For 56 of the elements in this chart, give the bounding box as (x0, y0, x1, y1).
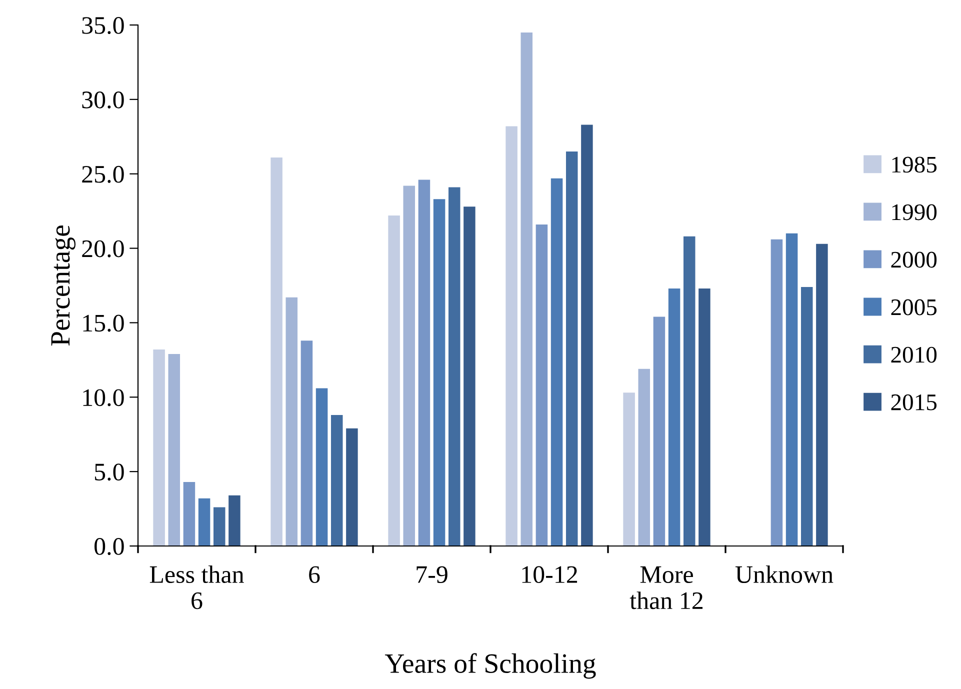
bar (286, 297, 298, 546)
bar (698, 288, 710, 546)
bar (228, 495, 240, 546)
x-tick-label: More than 12 (630, 566, 703, 610)
bar (770, 239, 783, 546)
y-tick-label: 5.0 (95, 464, 124, 481)
bar (418, 180, 430, 546)
legend-label: 1990 (892, 204, 937, 220)
bar (464, 206, 476, 546)
bar (153, 350, 165, 546)
bar (346, 428, 358, 546)
x-tick-label: 7-9 (416, 566, 448, 584)
bar (316, 388, 328, 546)
bar (520, 32, 533, 546)
bar (800, 286, 813, 546)
x-axis-title: Years of Schooling (384, 653, 596, 679)
bar (506, 126, 518, 546)
bar (388, 216, 400, 546)
bar (183, 482, 196, 546)
bar (403, 186, 416, 546)
legend-label: 2000 (891, 252, 937, 268)
legend-label: 2015 (891, 394, 937, 410)
bar (433, 199, 446, 546)
x-tick-label: 6 (309, 566, 320, 584)
bar (623, 392, 635, 546)
bar (300, 340, 313, 546)
bar (213, 507, 226, 546)
legend-label: 2005 (891, 299, 937, 316)
y-tick-label: 0.0 (94, 538, 124, 556)
y-tick-label: 15.0 (83, 314, 124, 332)
bar (448, 187, 460, 546)
legend-label: 2010 (891, 346, 937, 363)
x-tick-label: Less than 6 (150, 565, 244, 610)
legend-label: 1985 (892, 156, 937, 173)
bar (683, 236, 696, 546)
y-axis-title: Percentage (51, 226, 76, 346)
bar (638, 368, 650, 546)
bar (550, 178, 563, 546)
bar (581, 124, 593, 546)
y-tick-label: 35.0 (82, 17, 124, 34)
bar (330, 415, 343, 546)
y-tick-label: 10.0 (83, 389, 124, 406)
bar (270, 157, 282, 546)
bar (566, 152, 578, 546)
bar (653, 316, 666, 546)
y-tick-label: 30.0 (82, 91, 124, 108)
y-tick-label: 20.0 (82, 240, 124, 258)
bar (198, 498, 210, 546)
bar (668, 288, 680, 546)
bar (816, 244, 828, 546)
bar (536, 224, 548, 546)
x-tick-label: Unknown (735, 565, 834, 584)
bar (168, 354, 180, 546)
y-tick-label: 25.0 (82, 166, 124, 183)
bar (786, 233, 798, 546)
x-tick-label: 10-12 (522, 566, 578, 584)
